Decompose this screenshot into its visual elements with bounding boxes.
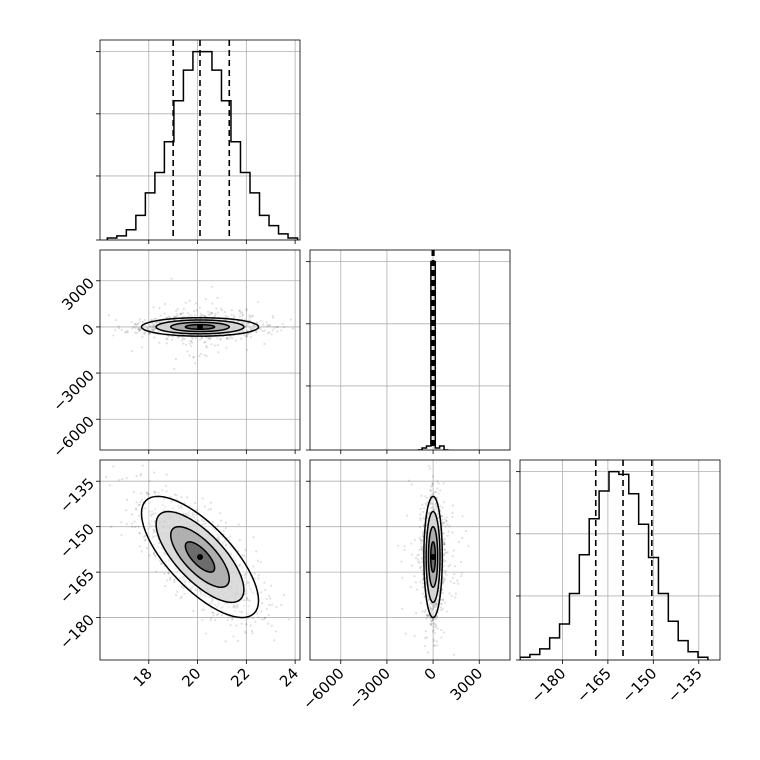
x-tick-label: 0 xyxy=(421,664,440,683)
grid xyxy=(100,250,300,450)
density-peak xyxy=(197,553,203,560)
x-tick-label: 22 xyxy=(227,664,253,690)
y-tick-label: −6000 xyxy=(49,413,98,462)
panel-0-2 xyxy=(100,460,300,660)
x-tick-label: −150 xyxy=(619,664,661,706)
density-peak xyxy=(430,553,437,560)
x-tick-label: 20 xyxy=(178,664,204,690)
y-tick-label: −150 xyxy=(56,520,98,562)
hist-1-frame xyxy=(309,249,511,451)
panel-1-2 xyxy=(310,460,510,660)
x-tick-label: −165 xyxy=(573,664,615,706)
panel-0-2-frame xyxy=(99,459,301,661)
y-tick-label: −180 xyxy=(56,611,98,653)
x-tick-label: 18 xyxy=(130,664,156,690)
x-tick-label: −3000 xyxy=(345,664,394,713)
y-tick-label: −3000 xyxy=(49,366,98,415)
panel-0-1 xyxy=(100,250,300,450)
panel-1-2-frame xyxy=(309,459,511,661)
x-tick-label: 3000 xyxy=(447,664,487,704)
x-tick-label: −6000 xyxy=(299,664,348,713)
hist-2-frame xyxy=(519,459,721,661)
histogram-0 xyxy=(106,50,299,240)
density-peak xyxy=(197,323,203,330)
y-tick-label: 0 xyxy=(79,320,98,339)
x-tick-label: 24 xyxy=(276,664,302,690)
histogram-2 xyxy=(520,470,709,660)
y-tick-label: 3000 xyxy=(58,274,98,314)
hist-0-frame xyxy=(99,39,301,241)
x-tick-label: −135 xyxy=(664,664,706,706)
x-tick-label: −180 xyxy=(528,664,570,706)
y-tick-label: −135 xyxy=(56,474,98,516)
y-tick-label: −165 xyxy=(56,565,98,607)
grid xyxy=(310,460,510,660)
panel-0-1-frame xyxy=(99,249,301,451)
